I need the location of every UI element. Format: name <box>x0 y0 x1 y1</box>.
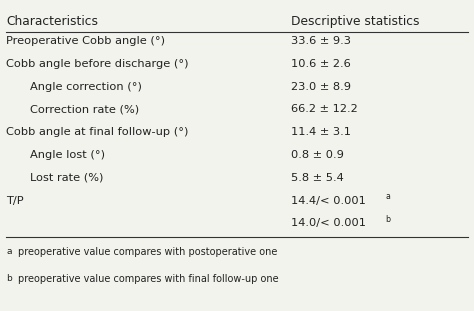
Text: Preoperative Cobb angle (°): Preoperative Cobb angle (°) <box>6 36 165 46</box>
Text: Descriptive statistics: Descriptive statistics <box>291 15 419 28</box>
Text: Angle lost (°): Angle lost (°) <box>30 150 105 160</box>
Text: 5.8 ± 5.4: 5.8 ± 5.4 <box>291 173 344 183</box>
Text: b: b <box>385 215 391 224</box>
Text: 66.2 ± 12.2: 66.2 ± 12.2 <box>291 104 358 114</box>
Text: 10.6 ± 2.6: 10.6 ± 2.6 <box>291 59 351 69</box>
Text: a: a <box>6 247 11 256</box>
Text: 14.4/< 0.001: 14.4/< 0.001 <box>291 196 366 206</box>
Text: Lost rate (%): Lost rate (%) <box>30 173 103 183</box>
Text: 14.0/< 0.001: 14.0/< 0.001 <box>291 218 366 228</box>
Text: preoperative value compares with final follow-up one: preoperative value compares with final f… <box>18 275 279 285</box>
Text: Cobb angle at final follow-up (°): Cobb angle at final follow-up (°) <box>6 127 189 137</box>
Text: T/P: T/P <box>6 196 24 206</box>
Text: a: a <box>385 193 390 202</box>
Text: 23.0 ± 8.9: 23.0 ± 8.9 <box>291 81 351 91</box>
Text: Characteristics: Characteristics <box>6 15 98 28</box>
Text: Correction rate (%): Correction rate (%) <box>30 104 139 114</box>
Text: b: b <box>6 275 12 283</box>
Text: 11.4 ± 3.1: 11.4 ± 3.1 <box>291 127 351 137</box>
Text: Cobb angle before discharge (°): Cobb angle before discharge (°) <box>6 59 189 69</box>
Text: Angle correction (°): Angle correction (°) <box>30 81 142 91</box>
Text: preoperative value compares with postoperative one: preoperative value compares with postope… <box>18 247 277 257</box>
Text: 0.8 ± 0.9: 0.8 ± 0.9 <box>291 150 344 160</box>
Text: 33.6 ± 9.3: 33.6 ± 9.3 <box>291 36 351 46</box>
